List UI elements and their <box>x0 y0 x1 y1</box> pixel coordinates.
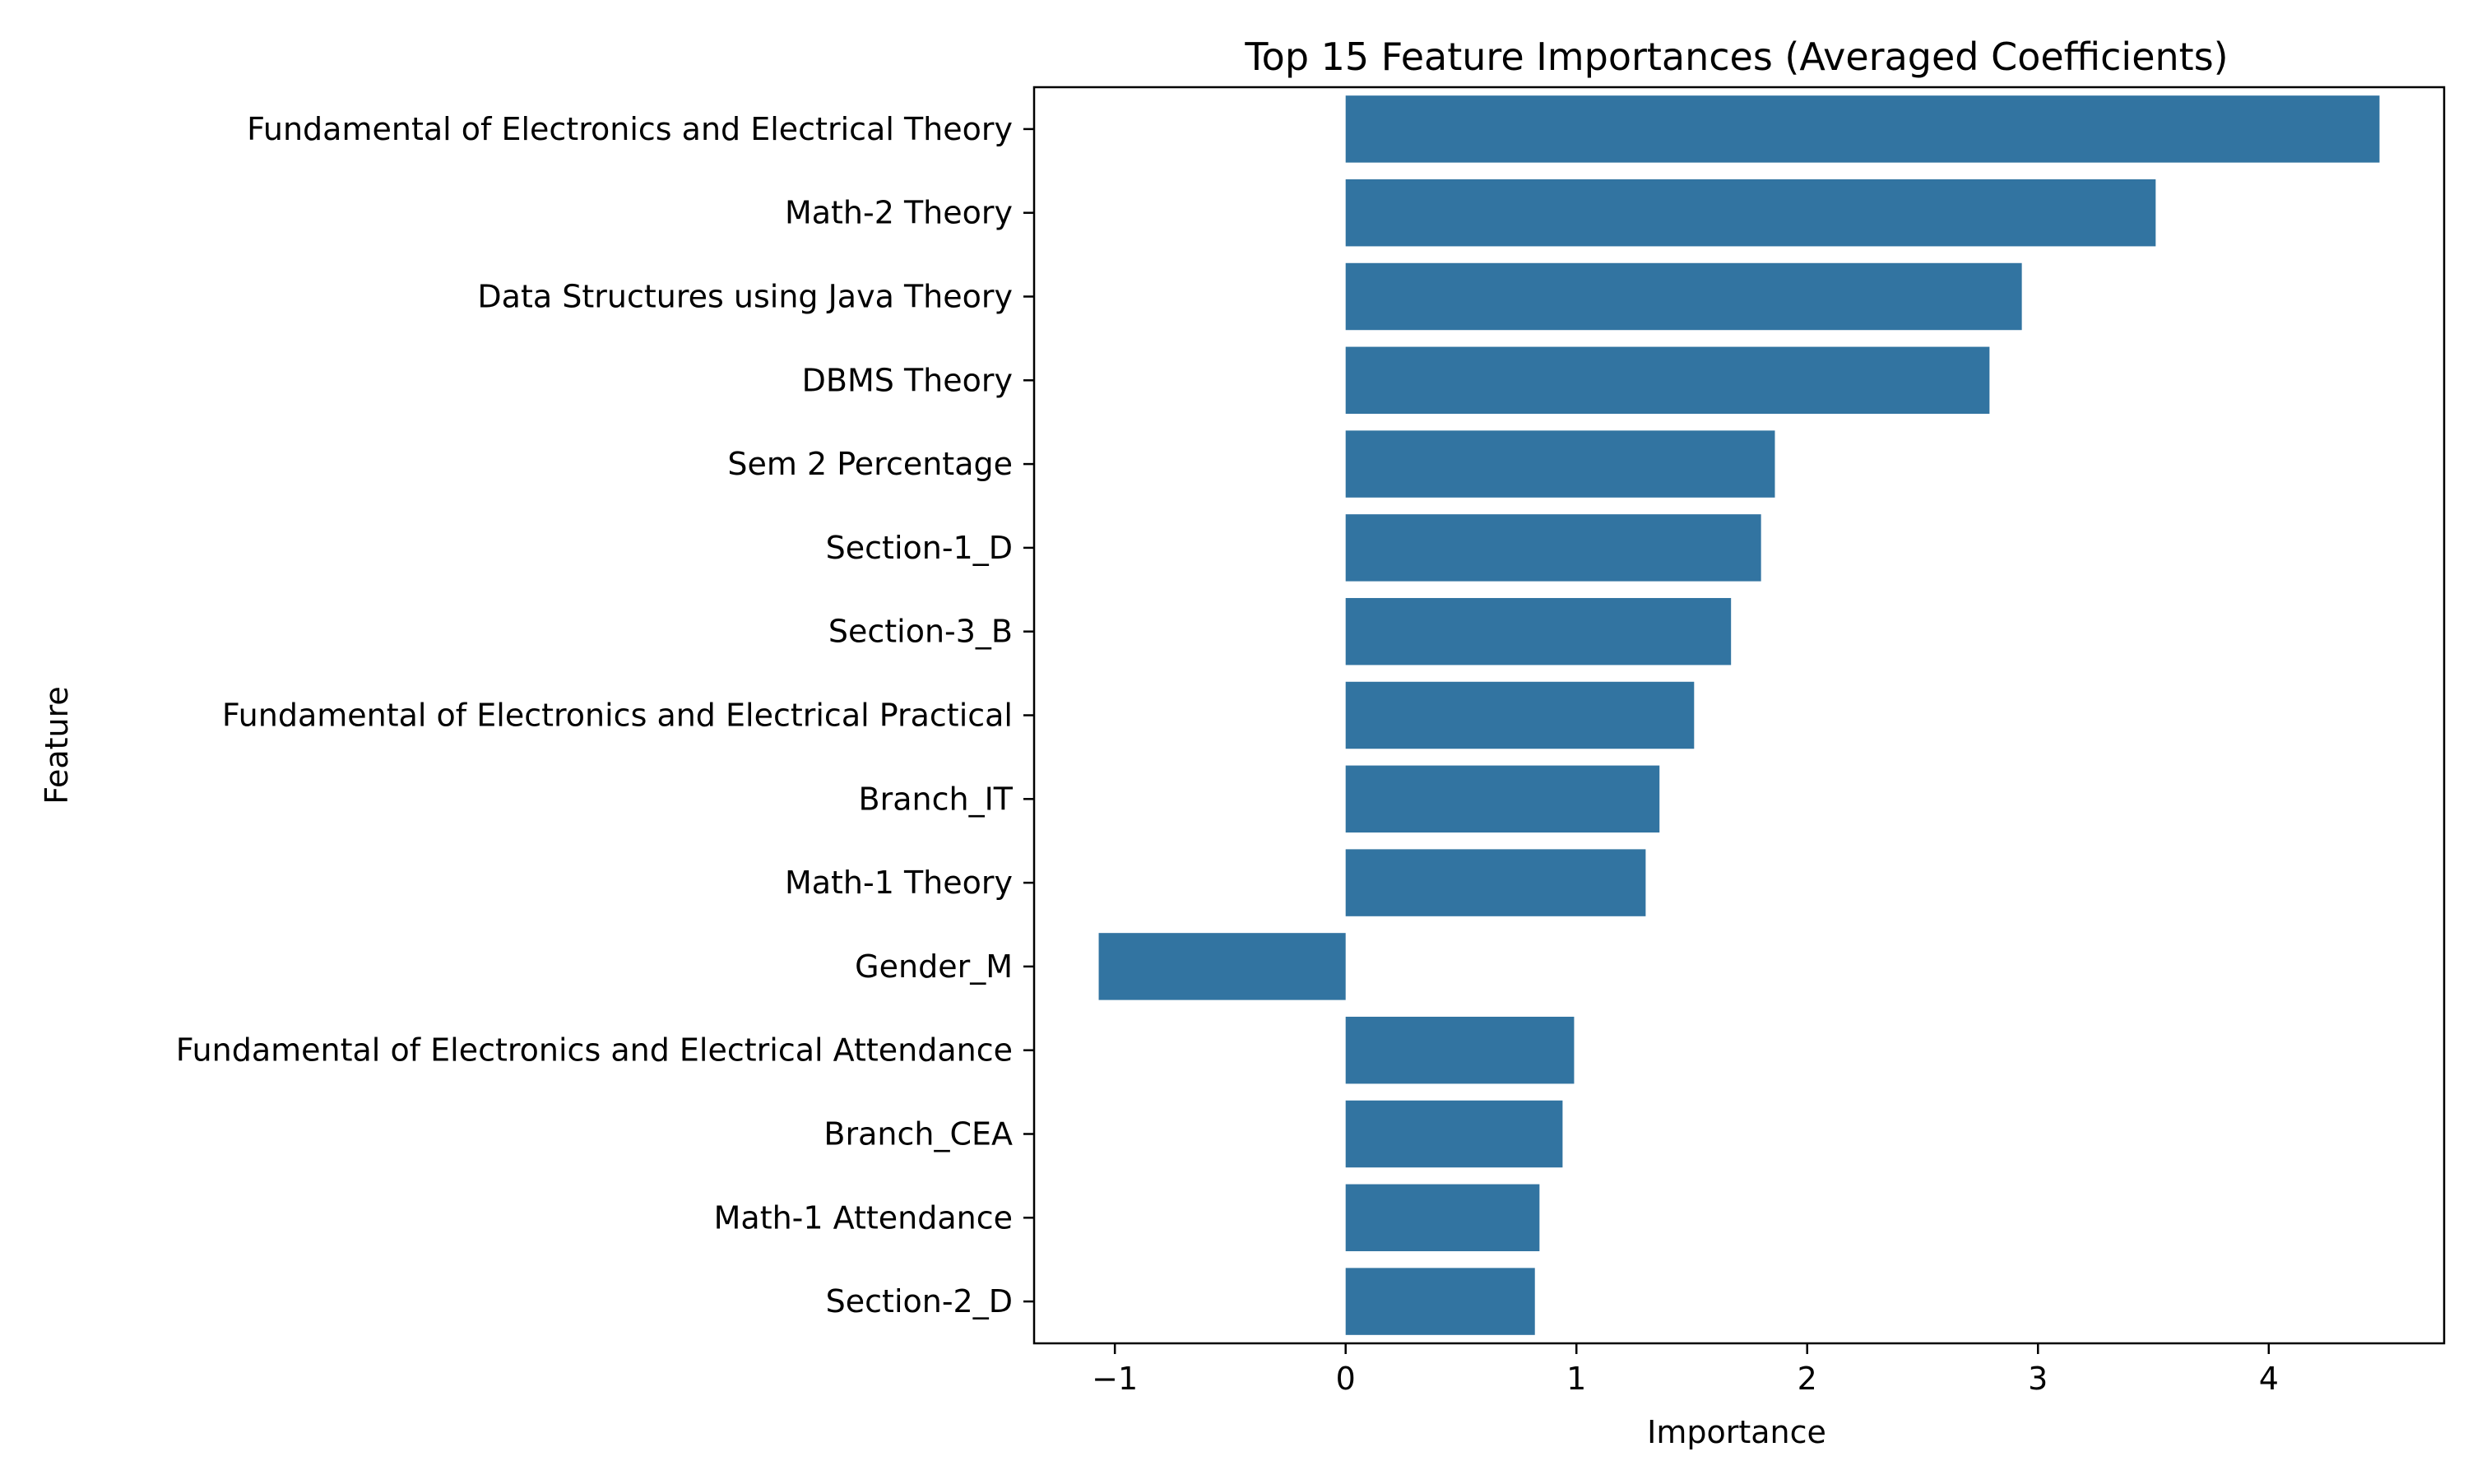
y-tick-label: Math-1 Attendance <box>714 1199 1013 1236</box>
y-tick-label: Section-3_B <box>828 614 1013 650</box>
y-tick-label: Branch_CEA <box>823 1116 1013 1152</box>
y-ticks-layer: Fundamental of Electronics and Electrica… <box>176 111 1034 1319</box>
y-tick-label: Section-2_D <box>826 1283 1013 1319</box>
y-tick-label: Sem 2 Percentage <box>727 446 1013 482</box>
bar <box>1345 1184 1540 1252</box>
y-tick-label: Gender_M <box>855 948 1013 985</box>
bar <box>1345 346 1990 415</box>
y-tick-label: Fundamental of Electronics and Electrica… <box>176 1032 1013 1069</box>
y-tick-label: Section-1_D <box>826 530 1013 566</box>
x-axis-label: Importance <box>1647 1414 1826 1450</box>
bar <box>1345 514 1761 582</box>
bar <box>1345 179 2156 247</box>
bar <box>1098 933 1346 1000</box>
chart-title: Top 15 Feature Importances (Averaged Coe… <box>1244 35 2228 79</box>
x-tick-label: 2 <box>1798 1361 1817 1397</box>
bar <box>1345 849 1646 916</box>
bar <box>1345 597 1732 665</box>
bar <box>1345 262 2022 331</box>
bar <box>1345 1100 1563 1168</box>
bars-layer <box>1098 95 2380 1335</box>
x-tick-label: 4 <box>2259 1361 2279 1397</box>
x-ticks-layer: −1 0 1 2 3 4 <box>1092 1343 2279 1397</box>
bar <box>1345 765 1660 833</box>
bar <box>1345 1016 1575 1084</box>
x-tick-label: 0 <box>1336 1361 1356 1397</box>
y-tick-label: Data Structures using Java Theory <box>477 279 1013 315</box>
bar <box>1345 1268 1535 1335</box>
y-tick-label: Math-2 Theory <box>785 195 1013 231</box>
x-tick-label: 1 <box>1566 1361 1586 1397</box>
y-tick-label: Fundamental of Electronics and Electrica… <box>222 698 1013 734</box>
y-tick-label: Math-1 Theory <box>785 865 1013 901</box>
y-tick-label: Branch_IT <box>859 781 1014 817</box>
bar <box>1345 681 1695 749</box>
x-tick-label: 3 <box>2028 1361 2048 1397</box>
y-axis-label: Feature <box>39 686 75 805</box>
y-tick-label: DBMS Theory <box>802 362 1013 398</box>
x-tick-label: −1 <box>1092 1361 1138 1397</box>
y-tick-label: Fundamental of Electronics and Electrica… <box>247 111 1013 147</box>
bar <box>1345 430 1775 498</box>
bar <box>1345 95 2380 163</box>
plot-frame <box>1032 86 2446 1345</box>
